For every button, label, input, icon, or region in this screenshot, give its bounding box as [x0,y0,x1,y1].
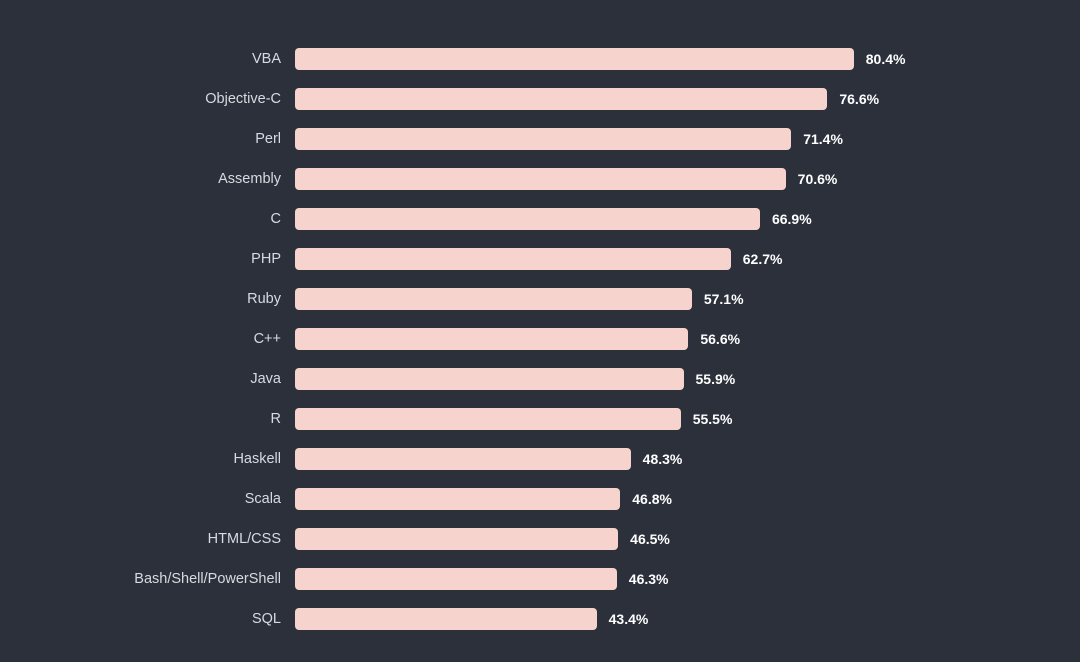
bar-fill [295,488,620,510]
bar-label: Java [60,371,295,387]
bar-track: 55.5% [295,408,990,430]
bar-track: 62.7% [295,248,990,270]
bar-row: C 66.9% [60,208,990,230]
bar-label: Haskell [60,451,295,467]
bar-fill [295,208,760,230]
bar-value: 57.1% [704,291,744,307]
bar-track: 57.1% [295,288,990,310]
bar-fill [295,608,597,630]
bar-label: HTML/CSS [60,531,295,547]
bar-fill [295,288,692,310]
bar-value: 46.5% [630,531,670,547]
bar-track: 48.3% [295,448,990,470]
bar-fill [295,448,631,470]
bar-label: C++ [60,331,295,347]
bar-row: HTML/CSS 46.5% [60,528,990,550]
bar-value: 76.6% [839,91,879,107]
bar-value: 48.3% [643,451,683,467]
bar-label: Bash/Shell/PowerShell [60,571,295,587]
bar-fill [295,328,688,350]
bar-label: Objective-C [60,91,295,107]
bar-value: 56.6% [700,331,740,347]
bar-label: Scala [60,491,295,507]
bar-label: R [60,411,295,427]
bar-label: Perl [60,131,295,147]
bar-row: Scala 46.8% [60,488,990,510]
bar-value: 46.8% [632,491,672,507]
bar-fill [295,88,827,110]
bar-value: 66.9% [772,211,812,227]
bar-row: SQL 43.4% [60,608,990,630]
bar-chart: VBA 80.4% Objective-C 76.6% Perl 71.4% Assembl… [0,0,1080,662]
bar-fill [295,368,684,390]
bar-row: Haskell 48.3% [60,448,990,470]
bar-row: Bash/Shell/PowerShell 46.3% [60,568,990,590]
bar-row: Perl 71.4% [60,128,990,150]
bar-row: VBA 80.4% [60,48,990,70]
bar-track: 55.9% [295,368,990,390]
bar-row: PHP 62.7% [60,248,990,270]
bar-fill [295,568,617,590]
bar-fill [295,168,786,190]
bar-row: Ruby 57.1% [60,288,990,310]
bar-track: 71.4% [295,128,990,150]
bar-track: 43.4% [295,608,990,630]
bar-value: 43.4% [609,611,649,627]
bar-label: VBA [60,51,295,67]
bar-value: 55.5% [693,411,733,427]
bar-fill [295,528,618,550]
bar-fill [295,128,791,150]
bar-row: R 55.5% [60,408,990,430]
bar-fill [295,408,681,430]
bar-track: 46.5% [295,528,990,550]
bar-label: C [60,211,295,227]
bar-label: Ruby [60,291,295,307]
bar-row: Assembly 70.6% [60,168,990,190]
bar-row: Java 55.9% [60,368,990,390]
bar-label: SQL [60,611,295,627]
bar-label: PHP [60,251,295,267]
bar-track: 56.6% [295,328,990,350]
bar-row: C++ 56.6% [60,328,990,350]
bar-fill [295,248,731,270]
bar-track: 46.3% [295,568,990,590]
bar-label: Assembly [60,171,295,187]
bar-fill [295,48,854,70]
bar-row: Objective-C 76.6% [60,88,990,110]
bar-track: 70.6% [295,168,990,190]
bar-value: 70.6% [798,171,838,187]
bar-track: 46.8% [295,488,990,510]
bar-value: 80.4% [866,51,906,67]
bar-track: 66.9% [295,208,990,230]
bar-value: 55.9% [696,371,736,387]
bar-value: 62.7% [743,251,783,267]
bar-value: 46.3% [629,571,669,587]
bar-value: 71.4% [803,131,843,147]
bar-track: 80.4% [295,48,990,70]
bar-track: 76.6% [295,88,990,110]
